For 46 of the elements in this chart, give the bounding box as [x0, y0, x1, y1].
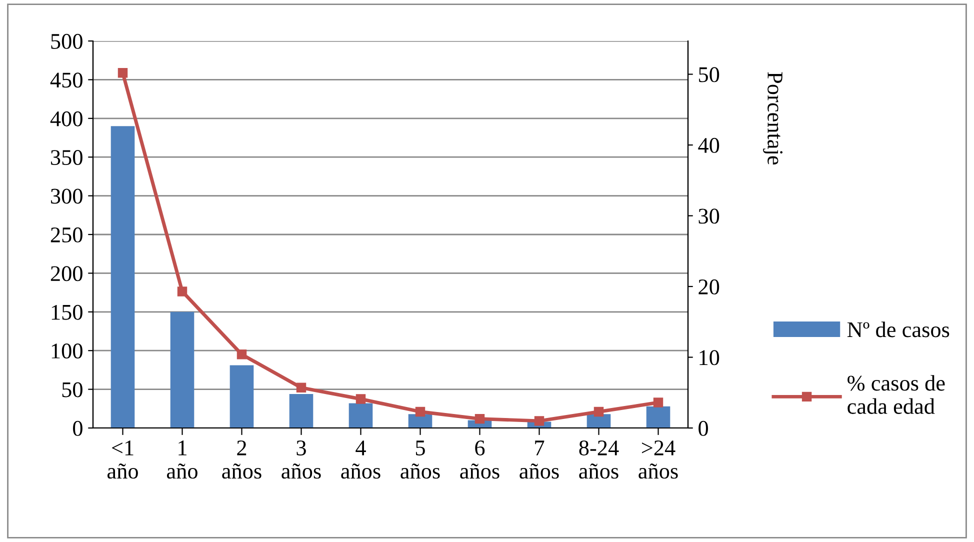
x-tick-label: 8-24 años [579, 440, 619, 479]
y-tick-label: 350 [51, 150, 82, 166]
x-tick-label: >24 años [638, 440, 678, 479]
bar [289, 394, 314, 428]
point [177, 286, 188, 296]
y-tick-label: 50 [62, 382, 82, 398]
y2-tick-label: 20 [698, 279, 720, 294]
y2-tick-label: 10 [700, 350, 720, 366]
y2-axis-title: Porcentaje [763, 72, 782, 165]
point [474, 414, 485, 424]
x-tick-label: 6 años [460, 440, 500, 479]
y2-tick-label: 30 [698, 208, 720, 224]
x-tick-label: 1 año [166, 440, 198, 479]
y-tick-label: 100 [52, 344, 82, 359]
y-tick-label: 450 [50, 72, 82, 88]
point [534, 416, 544, 426]
x-tick-label: 5 años [400, 440, 440, 479]
y-tick-label: 150 [52, 304, 82, 320]
y2-tick-label: 0 [698, 420, 708, 436]
x-tick-label: 4 años [341, 440, 380, 479]
bar [348, 403, 373, 428]
x-tick-label: 3 años [282, 440, 321, 479]
y-tick-label: 400 [50, 111, 82, 126]
point [236, 350, 247, 360]
x-tick-label: <1 año [107, 440, 138, 479]
legend-label: % casos de cada edad [848, 375, 945, 414]
y-tick-label: 250 [50, 227, 82, 242]
y-tick-label: 0 [73, 420, 82, 436]
bar [110, 126, 135, 428]
y2-tick-label: 40 [698, 138, 720, 153]
point [594, 406, 604, 417]
legend-label: Nº de casos [847, 322, 950, 338]
y-tick-label: 200 [50, 266, 82, 282]
point [118, 68, 128, 78]
y2-tick-label: 50 [699, 67, 720, 82]
x-tick-label: 7 años [520, 440, 559, 479]
point [296, 382, 306, 393]
y-tick-label: 500 [51, 34, 82, 49]
bar [170, 312, 194, 428]
bar [230, 365, 254, 428]
x-tick-label: 2 años [222, 440, 262, 479]
point [653, 398, 664, 408]
y-tick-label: 300 [51, 188, 82, 204]
point [415, 406, 426, 417]
point [356, 394, 366, 404]
bar [646, 406, 670, 428]
